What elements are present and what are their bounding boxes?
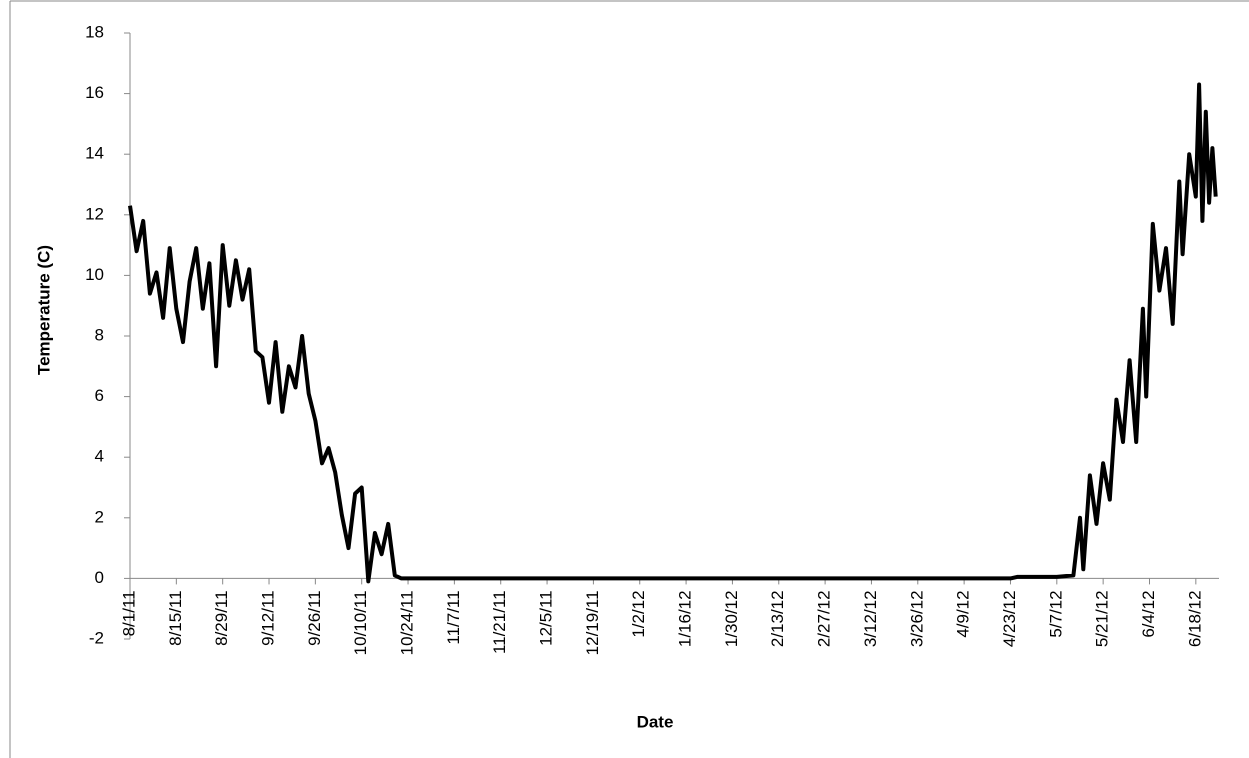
y-tick-label: 12 <box>85 204 104 223</box>
x-tick-label: 8/1/11 <box>119 590 138 636</box>
x-tick-label: 9/26/11 <box>305 590 324 645</box>
y-tick-label: 2 <box>95 507 104 526</box>
x-tick-label: 3/12/12 <box>861 590 880 647</box>
x-tick-label: 5/21/12 <box>1093 590 1112 647</box>
y-tick-label: 6 <box>95 386 104 405</box>
x-tick-label: 8/29/11 <box>212 590 231 645</box>
x-tick-label: 5/7/12 <box>1046 590 1065 637</box>
y-tick-label: -2 <box>89 628 104 647</box>
x-tick-label: 1/30/12 <box>722 590 741 647</box>
x-axis-title: Date <box>637 712 674 731</box>
x-tick-label: 6/18/12 <box>1185 590 1204 647</box>
y-axis-title: Temperature (C) <box>34 245 53 375</box>
x-tick-label: 2/27/12 <box>815 590 834 647</box>
x-tick-label: 6/4/12 <box>1139 590 1158 637</box>
y-tick-label: 4 <box>95 447 104 466</box>
x-tick-label: 11/21/11 <box>490 590 509 654</box>
y-tick-label: 0 <box>95 568 104 587</box>
x-tick-label: 2/13/12 <box>768 590 787 647</box>
x-tick-label: 10/24/11 <box>398 590 417 655</box>
y-tick-label: 10 <box>85 265 104 284</box>
x-tick-label: 3/26/12 <box>907 590 926 647</box>
x-tick-label: 11/7/11 <box>444 590 463 644</box>
x-tick-label: 1/16/12 <box>676 590 695 647</box>
y-tick-label: 16 <box>85 83 104 102</box>
x-tick-label: 12/19/11 <box>583 590 602 655</box>
y-tick-label: 8 <box>95 325 104 344</box>
x-tick-label: 8/15/11 <box>166 590 185 645</box>
x-tick-label: 9/12/11 <box>259 590 278 645</box>
x-tick-label: 4/23/12 <box>1000 590 1019 647</box>
x-tick-label: 4/9/12 <box>954 590 973 637</box>
y-tick-label: 18 <box>85 22 104 41</box>
x-tick-label: 1/2/12 <box>629 590 648 637</box>
x-tick-label: 12/5/11 <box>537 590 556 645</box>
y-tick-label: 14 <box>85 144 104 163</box>
x-tick-label: 10/10/11 <box>351 590 370 655</box>
data-line <box>128 82 1218 584</box>
